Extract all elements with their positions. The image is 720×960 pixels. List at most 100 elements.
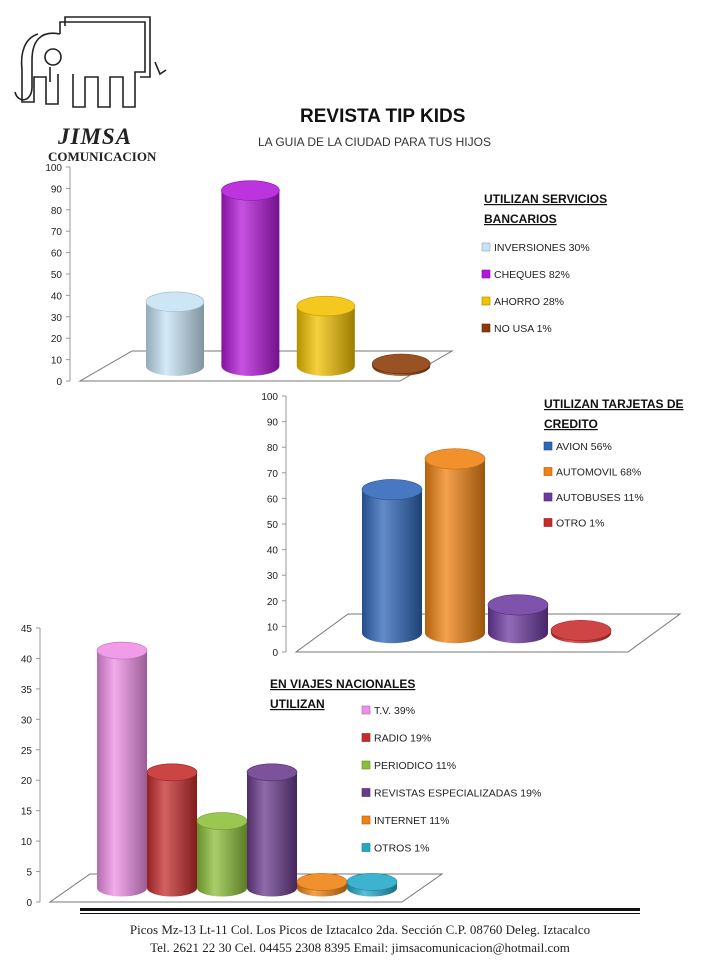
- y-tick-label: 100: [261, 392, 278, 403]
- legend-label: PERIODICO 11%: [374, 760, 456, 772]
- y-tick-label: 20: [51, 334, 63, 345]
- logo-subtitle: COMUNICACION: [48, 149, 157, 164]
- legend-swatch: [361, 733, 371, 742]
- y-tick-label: 0: [56, 377, 62, 388]
- legend-label: RADIO 19%: [374, 733, 431, 745]
- bar-1: [361, 479, 423, 644]
- legend-label: AUTOMOVIL 68%: [556, 467, 641, 479]
- bar-top: [221, 180, 280, 201]
- y-tick-label: 35: [21, 685, 33, 696]
- bar-body: [197, 821, 247, 897]
- chart-tarjetas-credito: UTILIZAN TARJETAS DE CREDITO 0 10 20 30 40 50…: [261, 392, 684, 659]
- page-subtitle: LA GUIA DE LA CIUDAD PARA TUS HIJOS: [258, 135, 491, 149]
- legend-swatch: [481, 323, 491, 333]
- bar-top: [145, 291, 205, 312]
- legend-swatch: [543, 441, 553, 451]
- chart-title-line-2: BANCARIOS: [484, 212, 557, 226]
- bar-top: [371, 353, 431, 375]
- y-tick-label: 80: [267, 443, 279, 454]
- y-tick-label: 40: [21, 654, 33, 665]
- legend-label: OTROS 1%: [374, 843, 429, 855]
- bar-top: [550, 619, 612, 641]
- y-tick-label: 50: [267, 520, 279, 531]
- y-tick-label: 15: [21, 807, 33, 818]
- bar-body: [296, 306, 355, 376]
- legend-swatch: [543, 518, 553, 527]
- chart-title-line-1: UTILIZAN TARJETAS DE: [544, 397, 684, 411]
- y-tick-label: 10: [51, 356, 63, 367]
- chart-servicios-bancarios: UTILIZAN SERVICIOS BANCARIOS 0 10 20 30 40 50…: [45, 163, 607, 388]
- y-tick-label: 10: [267, 622, 279, 633]
- legend-swatch: [543, 467, 553, 476]
- bar-4: [371, 353, 431, 376]
- y-tick-label: 30: [51, 313, 63, 324]
- bar-body: [146, 301, 204, 376]
- footer-divider: [80, 908, 640, 911]
- legend-swatch: [361, 843, 371, 852]
- bar-top: [246, 763, 298, 782]
- y-tick-label: 30: [267, 571, 279, 582]
- bar-top: [361, 479, 423, 501]
- legend-swatch: [361, 815, 371, 825]
- bar-3: [296, 295, 356, 376]
- legend-label: AVION 56%: [556, 441, 612, 453]
- y-tick-label: 25: [21, 746, 33, 757]
- y-tick-label: 20: [267, 597, 279, 608]
- bar-1: [96, 641, 148, 897]
- jimsa-logo: JIMSA COMUNICACION: [10, 12, 180, 164]
- bar-4: [550, 619, 612, 644]
- bar-top: [296, 295, 356, 317]
- y-tick-label: 0: [272, 648, 278, 659]
- y-tick-label: 90: [51, 184, 63, 195]
- bar-body: [147, 772, 197, 897]
- bar-body: [247, 772, 297, 897]
- legend-label: INVERSIONES 30%: [494, 242, 590, 254]
- legend-swatch: [481, 269, 491, 279]
- y-tick-label: 80: [51, 206, 63, 217]
- bar-top: [96, 641, 148, 660]
- footer-contact: Tel. 2621 22 30 Cel. 04455 2308 8395 Ema…: [150, 940, 570, 955]
- logo-wordmark: JIMSA: [58, 124, 133, 149]
- y-tick-label: 45: [21, 624, 33, 635]
- chart-title-line-1: EN VIAJES NACIONALES: [270, 677, 415, 691]
- footer-divider-thin: [80, 913, 640, 914]
- chart-title-line-2: CREDITO: [544, 417, 598, 431]
- legend-label: OTRO 1%: [556, 518, 604, 530]
- chart-title-line-1: UTILIZAN SERVICIOS: [484, 192, 607, 206]
- y-tick-label: 10: [21, 837, 33, 848]
- bar-top: [487, 594, 549, 616]
- y-tick-label: 60: [51, 249, 63, 260]
- y-tick-label: 70: [267, 469, 279, 480]
- legend-swatch: [481, 242, 491, 252]
- bar-top: [346, 873, 398, 891]
- legend-label: CHEQUES 82%: [494, 269, 570, 281]
- legend-swatch: [361, 760, 371, 770]
- y-tick-label: 20: [21, 776, 33, 787]
- footer-address: Picos Mz-13 Lt-11 Col. Los Picos de Izta…: [129, 922, 591, 937]
- bar-body: [488, 604, 548, 644]
- chart-viajes-nacionales: EN VIAJES NACIONALES UTILIZAN 0 5 10 15 20 25…: [21, 624, 541, 909]
- bar-3: [196, 812, 248, 897]
- bar-body: [221, 190, 280, 376]
- bar-top: [424, 448, 486, 470]
- y-tick-label: 0: [26, 898, 32, 909]
- bar-1: [145, 291, 205, 376]
- y-tick-label: 40: [267, 546, 279, 557]
- bar-4: [246, 763, 298, 897]
- bar-5: [296, 873, 348, 897]
- y-tick-label: 5: [26, 868, 32, 879]
- bar-2: [146, 763, 198, 897]
- page-title: REVISTA TIP KIDS: [300, 106, 466, 127]
- bar-2: [221, 180, 280, 376]
- bar-2: [424, 448, 486, 644]
- legend-swatch: [543, 492, 553, 502]
- elephant-icon: [14, 16, 167, 108]
- bar-top: [296, 873, 348, 891]
- legend-label: T.V. 39%: [374, 705, 415, 717]
- legend-label: INTERNET 11%: [374, 815, 449, 827]
- bar-3: [487, 594, 549, 644]
- legend-label: AUTOBUSES 11%: [556, 492, 644, 504]
- y-tick-label: 50: [51, 270, 63, 281]
- bar-6: [346, 873, 398, 897]
- bar-top: [146, 763, 198, 782]
